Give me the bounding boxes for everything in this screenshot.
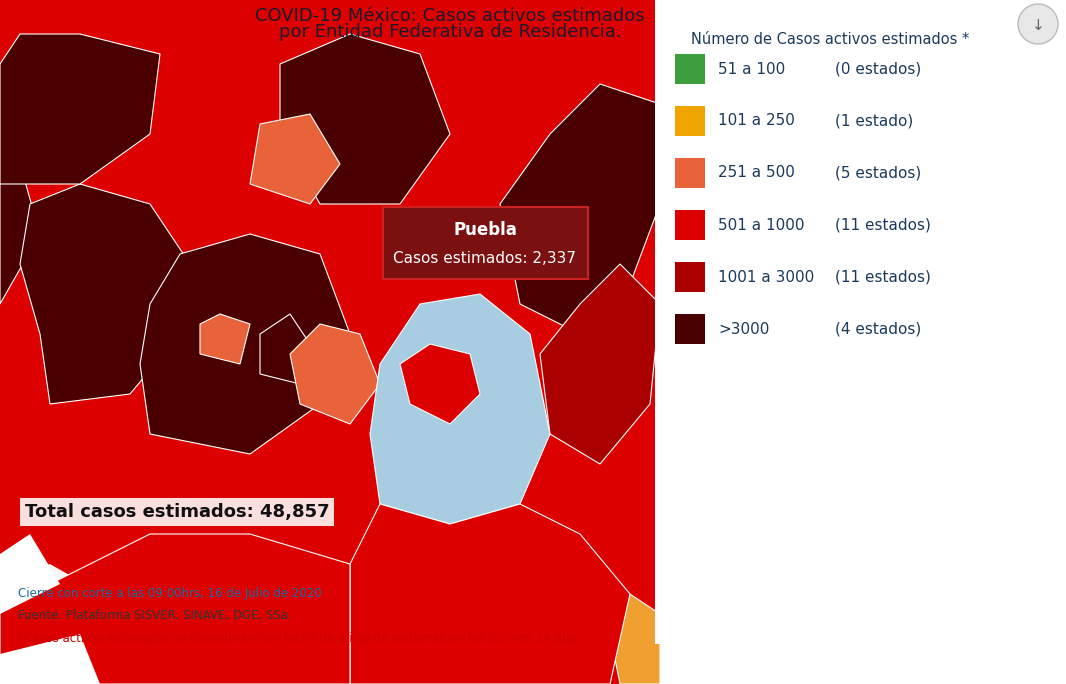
Text: *Casos activos estimados se consideran con fecha de inicio de síntomas en los úl: *Casos activos estimados se consideran c… [18,631,582,644]
Bar [655,0,1066,644]
Text: (11 estados): (11 estados) [835,218,931,233]
Bar [675,314,705,344]
Bar [675,262,705,292]
Polygon shape [0,534,60,614]
Polygon shape [260,314,310,384]
Text: Cierre con corte a las 09:00hrs, 16 de Julio de 2020: Cierre con corte a las 09:00hrs, 16 de J… [18,588,322,601]
Text: por Entidad Federativa de Residencia.: por Entidad Federativa de Residencia. [278,23,621,41]
Text: (4 estados): (4 estados) [835,321,921,337]
Bar [675,106,705,136]
Text: 1001 a 3000: 1001 a 3000 [718,269,814,285]
Polygon shape [540,264,660,464]
Text: (1 estado): (1 estado) [835,114,914,129]
Bar [675,210,705,240]
Text: (11 estados): (11 estados) [835,269,931,285]
Polygon shape [200,314,251,364]
Bar [675,158,705,188]
Text: (5 estados): (5 estados) [835,166,921,181]
Polygon shape [290,324,379,424]
Polygon shape [610,594,660,684]
Polygon shape [280,34,450,204]
Polygon shape [0,34,160,184]
Polygon shape [0,634,80,684]
Polygon shape [251,114,340,204]
Polygon shape [500,84,660,334]
Text: 101 a 250: 101 a 250 [718,114,795,129]
Polygon shape [350,504,630,684]
Polygon shape [0,564,150,684]
Text: Número de Casos activos estimados *: Número de Casos activos estimados * [691,31,969,47]
Text: (0 estados): (0 estados) [835,62,921,77]
Polygon shape [400,344,480,424]
Text: >3000: >3000 [718,321,770,337]
Text: 251 a 500: 251 a 500 [718,166,795,181]
Text: Fuente: Plataforma SISVER, SINAVE, DGE, SSa.: Fuente: Plataforma SISVER, SINAVE, DGE, … [18,609,292,622]
Polygon shape [20,184,190,404]
Text: Total casos estimados: 48,857: Total casos estimados: 48,857 [25,503,329,521]
Bar [675,54,705,84]
Polygon shape [140,234,350,454]
Text: ↓: ↓ [1032,18,1045,33]
Polygon shape [0,534,350,684]
Text: Casos estimados: 2,337: Casos estimados: 2,337 [393,251,577,266]
Text: 501 a 1000: 501 a 1000 [718,218,805,233]
Text: Puebla: Puebla [453,221,517,239]
FancyBboxPatch shape [383,207,587,279]
Polygon shape [0,134,41,304]
Polygon shape [0,634,100,684]
Polygon shape [0,0,660,684]
Text: 51 a 100: 51 a 100 [718,62,786,77]
Text: COVID-19 México: Casos activos estimados: COVID-19 México: Casos activos estimados [255,7,645,25]
Polygon shape [370,294,550,524]
Circle shape [1018,4,1057,44]
